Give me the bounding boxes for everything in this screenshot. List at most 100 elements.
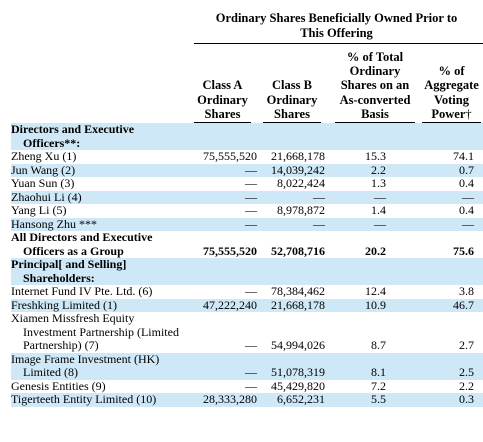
column-header-pct-voting: % of Aggregate Voting Power† xyxy=(422,64,481,123)
column-header-class-b: Class B Ordinary Shares xyxy=(263,78,321,123)
pct-voting-power-cell: 75.6 xyxy=(453,243,474,258)
class-a-shares-cell: — xyxy=(245,284,257,298)
row-label: Officers as a Group xyxy=(23,243,124,258)
pct-voting-power-cell xyxy=(422,231,483,245)
pct-voting-power-cell xyxy=(422,258,483,272)
pct-voting-power-cell: — xyxy=(422,217,483,231)
table-row: Shareholders: xyxy=(11,271,483,285)
class-a-shares-cell: — xyxy=(190,217,266,231)
pct-total-shares-cell: — xyxy=(337,217,422,231)
table-row: All Directors and Executive xyxy=(11,230,483,245)
group-title-line-2: This Offering xyxy=(300,25,373,40)
pct-voting-power-cell xyxy=(422,123,483,137)
table-row: Investment Partnership (Limited xyxy=(11,324,483,340)
row-label: Directors and Executive xyxy=(11,122,190,137)
class-a-shares-cell: 75,555,520 xyxy=(203,149,257,163)
class-b-shares-cell xyxy=(266,123,337,137)
row-label: Internet Fund IV Pte. Ltd. (6) xyxy=(11,284,153,298)
pct-voting-power-cell: 2.7 xyxy=(459,338,474,352)
column-header-line: Ordinary xyxy=(349,64,401,79)
column-header-line: Basis xyxy=(361,106,389,121)
column-header-pct-total: % of Total Ordinary Shares on an As-conv… xyxy=(335,50,415,123)
table-row: Xiamen Missfresh Equity xyxy=(11,311,483,326)
class-b-shares-cell: 52,708,716 xyxy=(271,243,325,258)
class-a-shares-cell xyxy=(190,326,266,340)
class-b-shares-cell: — xyxy=(266,190,337,204)
column-header-line: Voting xyxy=(434,92,469,107)
pct-total-shares-cell xyxy=(337,136,422,150)
class-b-shares-cell: 8,978,872 xyxy=(277,203,325,217)
class-b-shares-cell xyxy=(266,352,337,366)
table-header: Ordinary Shares Beneficially Owned Prior… xyxy=(190,0,483,123)
table-row: Officers**: xyxy=(11,136,483,150)
pct-total-shares-cell: 7.2 xyxy=(371,378,386,393)
pct-voting-power-cell: 46.7 xyxy=(422,298,483,312)
table-row: Freshking Limited (1) 47,222,240 21,668,17… xyxy=(11,298,483,312)
pct-voting-power-cell: — xyxy=(422,190,483,204)
row-label: Principal[ and Selling] xyxy=(11,257,190,272)
class-a-shares-cell xyxy=(190,123,266,137)
class-a-shares-cell: — xyxy=(245,338,257,352)
pct-total-shares-cell: 2.2 xyxy=(337,163,422,177)
column-header-line: Ordinary xyxy=(266,92,318,107)
class-b-shares-cell: 45,429,820 xyxy=(271,378,325,393)
class-b-shares-cell xyxy=(266,312,337,326)
column-header-line: Shares xyxy=(204,106,241,121)
table-row: Hansong Zhu *** — — — — xyxy=(11,217,483,231)
pct-total-shares-cell: 1.3 xyxy=(371,176,386,190)
row-label: Yang Li (5) xyxy=(11,203,67,217)
row-label: Zheng Xu (1) xyxy=(11,149,77,163)
row-label: Partnership) (7) xyxy=(23,338,99,352)
table-row: Yuan Sun (3) — 8,022,424 1.3 0.4 xyxy=(11,176,483,191)
column-header-line: % of Total xyxy=(346,49,404,64)
pct-total-shares-cell xyxy=(337,352,422,366)
class-b-shares-cell: 51,078,319 xyxy=(266,365,337,380)
row-label: Genesis Entities (9) xyxy=(11,378,106,393)
pct-total-shares-cell: 8.7 xyxy=(371,338,386,352)
pct-voting-power-cell: 0.3 xyxy=(422,392,483,407)
pct-total-shares-cell: 20.2 xyxy=(365,243,386,258)
class-a-shares-cell xyxy=(190,258,266,272)
column-header-line: Shares xyxy=(274,106,310,121)
group-title-line-1: Ordinary Shares Beneficially Owned Prior… xyxy=(215,11,458,25)
pct-voting-power-cell xyxy=(422,312,483,326)
dagger-footnote-mark: † xyxy=(465,106,472,121)
pct-voting-power-cell: 2.5 xyxy=(422,365,483,380)
table-row: Limited (8) —51,078,319 8.1 2.5 xyxy=(11,365,483,380)
table-row: Internet Fund IV Pte. Ltd. (6) — 78,384,46… xyxy=(11,284,483,299)
class-b-shares-cell xyxy=(266,231,337,245)
table-row: Zhaohui Li (4) — — — — xyxy=(11,190,483,204)
class-b-shares-cell xyxy=(266,136,337,150)
pct-total-shares-cell xyxy=(337,271,422,285)
class-b-shares-cell: 21,668,178 xyxy=(266,298,337,312)
table-row: Genesis Entities (9) — 45,429,820 7.2 2.2 xyxy=(11,378,483,394)
pct-total-shares-cell: 8.1 xyxy=(337,365,422,380)
table-row: Officers as a Group 75,555,520 52,708,716 2… xyxy=(11,243,483,259)
table-row: Zheng Xu (1) 75,555,520 21,668,178 15.3 74.1 xyxy=(11,149,483,164)
pct-voting-power-cell xyxy=(422,326,483,340)
class-a-shares-cell xyxy=(190,352,266,366)
row-label: Investment Partnership (Limited xyxy=(23,324,179,339)
row-label: Shareholders: xyxy=(11,271,190,285)
column-header-line: Power† xyxy=(422,107,481,121)
row-label: Yuan Sun (3) xyxy=(11,176,75,190)
table-row: Partnership) (7) — 54,994,026 8.7 2.7 xyxy=(11,338,483,353)
pct-total-shares-cell xyxy=(337,258,422,272)
row-label: Tigerteeth Entity Limited (10) xyxy=(11,392,190,407)
group-title: Ordinary Shares Beneficially Owned Prior… xyxy=(190,11,483,40)
class-b-shares-cell: 6,652,231 xyxy=(266,392,337,407)
row-label: Hansong Zhu *** xyxy=(11,217,190,231)
pct-total-shares-cell: — xyxy=(337,190,422,204)
column-header-line: % of xyxy=(438,64,465,79)
column-header-class-a: Class A Ordinary Shares xyxy=(194,78,251,123)
class-b-shares-cell xyxy=(266,271,337,285)
class-a-shares-cell: — xyxy=(245,378,257,393)
pct-total-shares-cell xyxy=(337,326,422,340)
pct-voting-power-cell: 0.4 xyxy=(459,176,474,190)
class-a-shares-cell: 47,222,240 xyxy=(190,298,266,312)
pct-voting-power-cell xyxy=(422,136,483,150)
row-label: Officers**: xyxy=(11,136,190,150)
class-b-shares-cell xyxy=(266,326,337,340)
class-b-shares-cell: 78,384,462 xyxy=(271,284,325,298)
pct-total-shares-cell: 1.4 xyxy=(371,203,386,217)
